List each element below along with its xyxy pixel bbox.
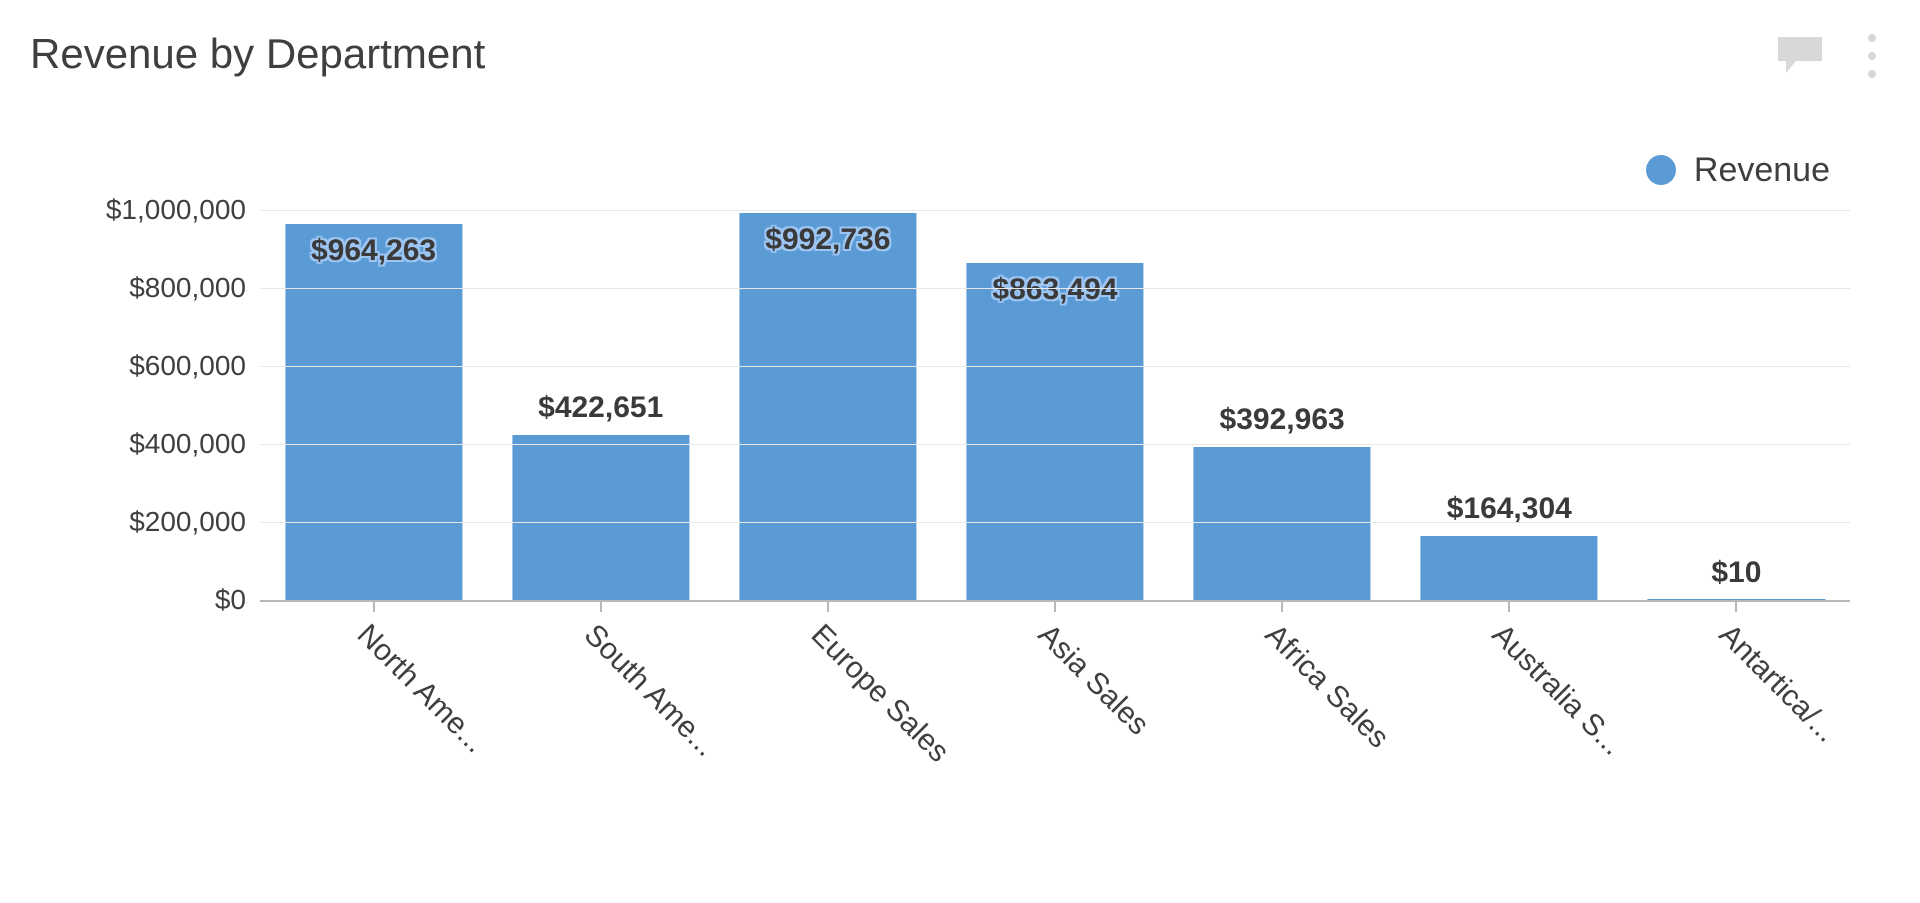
gridline	[260, 288, 1850, 289]
x-tick-label: Australia S...	[1485, 618, 1629, 762]
x-tick-label: North Ame...	[350, 618, 492, 760]
panel-actions	[1776, 20, 1890, 82]
bars-container: $964,263 $422,651 $992,736 $863,494 $392,963…	[260, 210, 1850, 600]
gridline	[260, 210, 1850, 211]
y-tick-label: $0	[215, 584, 260, 616]
kebab-menu-icon[interactable]	[1864, 30, 1880, 82]
legend: Revenue	[30, 140, 1890, 200]
plot-area: $964,263 $422,651 $992,736 $863,494 $392,963…	[260, 210, 1850, 602]
x-axis-slot: North Ame...	[260, 602, 487, 822]
y-tick-label: $400,000	[129, 428, 260, 460]
x-tick	[1281, 602, 1283, 612]
bar[interactable]	[1194, 447, 1371, 600]
x-tick-label: Africa Sales	[1258, 618, 1395, 755]
bar-value-label: $863,494	[992, 273, 1117, 307]
bar[interactable]	[1421, 536, 1598, 600]
x-tick	[1054, 602, 1056, 612]
y-tick-label: $1,000,000	[106, 194, 260, 226]
x-tick-label: Europe Sales	[804, 618, 955, 769]
bar[interactable]	[966, 263, 1143, 600]
legend-label: Revenue	[1694, 151, 1830, 190]
legend-swatch	[1646, 155, 1676, 185]
x-tick	[373, 602, 375, 612]
x-tick	[600, 602, 602, 612]
bar-slot: $422,651	[487, 210, 714, 600]
bar-slot: $10	[1623, 210, 1850, 600]
chart-panel: Revenue by Department Revenue $964,263 $4…	[0, 0, 1920, 903]
bar-slot: $863,494	[941, 210, 1168, 600]
bar-value-label: $992,736	[765, 223, 890, 257]
comment-icon[interactable]	[1776, 35, 1824, 77]
x-axis-slot: Australia S...	[1396, 602, 1623, 822]
bar-value-label: $164,304	[1447, 492, 1572, 526]
y-tick-label: $800,000	[129, 272, 260, 304]
gridline	[260, 522, 1850, 523]
x-axis-slot: Europe Sales	[714, 602, 941, 822]
x-tick	[827, 602, 829, 612]
bar[interactable]	[739, 213, 916, 600]
bar[interactable]	[1648, 599, 1825, 600]
x-tick-label: Asia Sales	[1031, 618, 1155, 742]
bar-slot: $392,963	[1169, 210, 1396, 600]
legend-item-revenue[interactable]: Revenue	[1646, 151, 1830, 190]
gridline	[260, 444, 1850, 445]
x-axis-slot: South Ame...	[487, 602, 714, 822]
chart: $964,263 $422,651 $992,736 $863,494 $392,963…	[260, 210, 1850, 822]
x-tick	[1508, 602, 1510, 612]
y-tick-label: $600,000	[129, 350, 260, 382]
bar[interactable]	[285, 224, 462, 600]
bar[interactable]	[512, 435, 689, 600]
bar-value-label: $392,963	[1220, 403, 1345, 437]
x-axis: North Ame...South Ame...Europe SalesAsia…	[260, 602, 1850, 822]
x-axis-slot: Antartica/...	[1623, 602, 1850, 822]
x-axis-slot: Africa Sales	[1169, 602, 1396, 822]
y-tick-label: $200,000	[129, 506, 260, 538]
bar-value-label: $964,263	[311, 234, 436, 268]
bar-value-label: $422,651	[538, 391, 663, 425]
panel-header: Revenue by Department	[30, 20, 1890, 100]
x-axis-slot: Asia Sales	[941, 602, 1168, 822]
x-tick-label: Antartica/...	[1712, 618, 1843, 749]
panel-title: Revenue by Department	[30, 20, 485, 78]
bar-slot: $992,736	[714, 210, 941, 600]
bar-slot: $964,263	[260, 210, 487, 600]
bar-value-label: $10	[1711, 556, 1761, 590]
x-tick-label: South Ame...	[577, 618, 723, 764]
bar-slot: $164,304	[1396, 210, 1623, 600]
x-tick	[1735, 602, 1737, 612]
gridline	[260, 366, 1850, 367]
